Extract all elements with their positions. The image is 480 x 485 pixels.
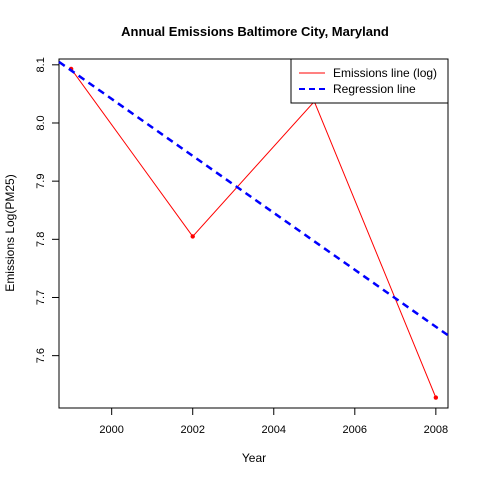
y-tick-label: 7.6 [35, 348, 47, 363]
y-tick-label: 7.8 [35, 232, 47, 247]
y-tick-label: 7.7 [35, 290, 47, 305]
legend-label-regression: Regression line [333, 82, 416, 96]
legend-box [290, 58, 449, 104]
legend-label-emissions: Emissions line (log) [333, 66, 437, 80]
emissions-series-line [70, 68, 437, 398]
chart-title: Annual Emissions Baltimore City, Marylan… [121, 24, 389, 39]
x-tick-label: 2006 [343, 424, 367, 436]
emissions-data-point [433, 395, 439, 400]
y-tick-label: 8.0 [35, 115, 47, 130]
x-axis-ticks: 2000 2002 2004 2006 2008 [99, 408, 448, 436]
regression-series-line [58, 60, 449, 337]
plot-area-border [58, 58, 449, 409]
x-tick-label: 2002 [180, 424, 204, 436]
x-tick-label: 2008 [424, 424, 448, 436]
legend: Emissions line (log) Regression line [290, 58, 449, 104]
y-axis-ticks: 7.6 7.7 7.8 7.9 8.0 8.1 [35, 57, 59, 363]
y-tick-label: 8.1 [35, 57, 47, 72]
x-tick-label: 2004 [262, 424, 286, 436]
x-tick-label: 2000 [99, 424, 123, 436]
x-axis-label: Year [242, 451, 266, 465]
series-layer [58, 60, 449, 400]
y-tick-label: 7.9 [35, 174, 47, 189]
emissions-data-point [190, 234, 195, 239]
y-axis-label: Emissions Log(PM25) [3, 174, 17, 291]
